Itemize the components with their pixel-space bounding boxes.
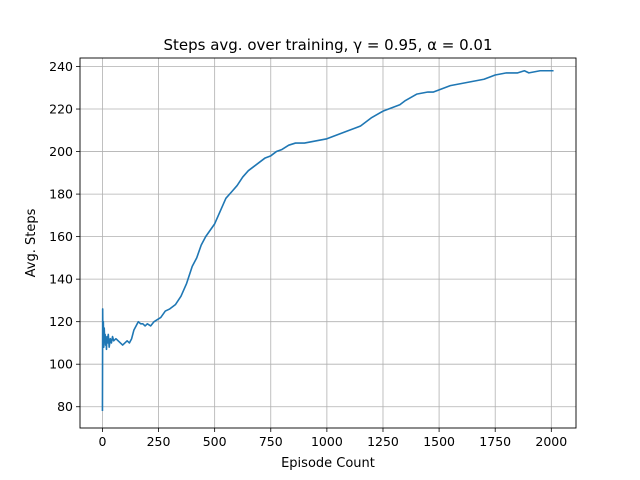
- chart-title: Steps avg. over training, γ = 0.95, α = …: [163, 36, 492, 54]
- series-layer: [101, 69, 554, 411]
- x-tick-label: 0: [98, 434, 106, 449]
- x-tick-label: 750: [259, 434, 283, 449]
- axes-frame: [79, 57, 577, 429]
- y-axis-label: Avg. Steps: [24, 208, 39, 277]
- series-line: [101, 69, 554, 411]
- ticks: 0 250 500 750 1000 1250 1500 1750 2000 80 100 120 14…: [49, 59, 567, 449]
- x-tick-label: 1500: [423, 434, 455, 449]
- y-tick-label: 200: [49, 144, 73, 159]
- x-tick-label: 500: [203, 434, 227, 449]
- x-tick-label: 1750: [479, 434, 511, 449]
- x-axis-label: Episode Count: [281, 456, 375, 471]
- y-tick-label: 100: [49, 357, 73, 372]
- y-tick-label: 160: [49, 229, 73, 244]
- y-tick-label: 120: [49, 314, 73, 329]
- y-tick-label: 240: [49, 59, 73, 74]
- x-tick-label: 1250: [367, 434, 399, 449]
- y-tick-label: 180: [49, 187, 73, 202]
- y-tick-label: 80: [57, 399, 73, 414]
- y-tick-label: 140: [49, 272, 73, 287]
- x-tick-label: 1000: [311, 434, 343, 449]
- y-tick-label: 220: [49, 102, 73, 117]
- plot-area: [80, 58, 576, 428]
- x-tick-label: 250: [147, 434, 171, 449]
- x-tick-label: 2000: [535, 434, 567, 449]
- grid: [80, 58, 576, 428]
